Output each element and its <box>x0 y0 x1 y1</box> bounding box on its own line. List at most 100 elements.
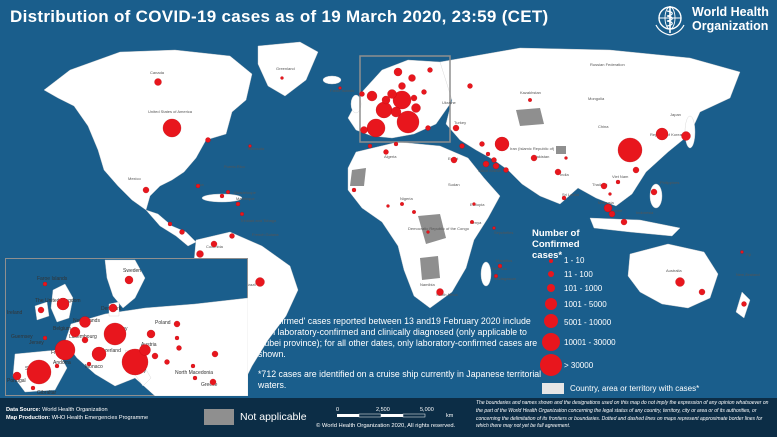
bubble-china <box>617 137 643 163</box>
scale-segment-3 <box>381 414 403 417</box>
angola-area <box>420 256 440 280</box>
inset-label-ireland: Ireland <box>7 310 23 316</box>
bubble-senegal <box>351 187 357 193</box>
bubble-vietnam <box>615 179 621 185</box>
inset-label-poland: Poland <box>155 320 171 326</box>
australia-shape <box>627 243 719 309</box>
inset-bubble-switzerland <box>91 346 107 362</box>
country-labels: Canada United States of America Russian … <box>128 62 760 345</box>
inset-label-belgium: Belgium <box>53 326 71 332</box>
legend-label: > 30000 <box>564 361 594 370</box>
bubble-ireland <box>359 91 365 97</box>
bubble-reunion <box>494 274 498 278</box>
inset-label-sweden: Sweden <box>123 268 141 274</box>
inset-label-austria: Austria <box>141 342 157 348</box>
inset-bubble-north-macedonia <box>192 375 198 381</box>
label-drc: Democratic Republic of the Congo <box>408 226 470 231</box>
inset-bubble-croatia <box>164 359 170 365</box>
bubble-india <box>554 168 562 176</box>
legend-dot <box>548 271 554 277</box>
legend-item: 11 - 100 <box>532 268 692 290</box>
label-madagascar: Madagascar <box>494 276 517 281</box>
inset-label-andorra: Andorra <box>53 360 71 366</box>
scale-unit: km <box>446 413 454 419</box>
inset-bubble-gibraltar <box>30 385 36 391</box>
europe-focus-rectangle <box>359 55 451 143</box>
legend-not-shown: Country, area or territory with cases* <box>542 383 762 395</box>
label-ethiopia: Ethiopia <box>470 202 485 207</box>
page-title: Distribution of COVID-19 cases as of 19 … <box>10 7 549 26</box>
inset-bubble-spain <box>26 359 52 385</box>
legend-item: 5001 - 10000 <box>532 314 692 336</box>
bubble-cameroon <box>412 210 416 214</box>
label-puerto-rico: Puerto Rico <box>224 164 246 169</box>
label-mauritius: Mauritius <box>496 258 512 263</box>
scale-segment-4 <box>402 413 426 418</box>
source-info: Data Source: World Health Organization M… <box>6 406 148 422</box>
label-fiji: Fiji <box>746 252 751 257</box>
label-sudan: Sudan <box>448 182 460 187</box>
label-ukraine: Ukraine <box>442 100 457 105</box>
inset-bubble-romania <box>211 350 219 358</box>
bubble-austria <box>411 103 421 113</box>
bubble-turkey <box>452 124 460 132</box>
kashmir-area <box>556 146 566 154</box>
bubble-saudi <box>482 160 490 168</box>
uk-shape <box>350 94 362 114</box>
bubble-mexico <box>142 186 150 194</box>
indonesia-shape <box>589 217 681 237</box>
label-saudi: Saudi Arabia <box>478 168 501 173</box>
data-source-line: Data Source: World Health Organization <box>6 406 148 414</box>
bubble-portugal <box>360 126 368 134</box>
bubble-kazakhstan <box>528 98 532 102</box>
bubble-canada <box>154 78 162 86</box>
world-map: Canada United States of America Russian … <box>43 41 760 395</box>
bubble-bermuda <box>248 144 252 148</box>
bubble-ghana <box>386 204 390 208</box>
label-bermuda: Bermuda <box>248 146 265 151</box>
label-trinidad: Trinidad and Tobago <box>240 218 277 223</box>
inset-bubble-belgium <box>69 326 81 338</box>
bubble-spain <box>366 118 386 138</box>
bubble-brazil <box>255 277 265 287</box>
bubble-philippines <box>650 188 658 196</box>
bubble-algeria <box>383 149 389 155</box>
inset-bubble-slovenia <box>151 352 159 360</box>
land-masses <box>43 41 751 395</box>
legend-dot <box>542 333 560 351</box>
label-greenland: Greenland <box>276 66 295 71</box>
inset-bubble-greece <box>209 378 217 386</box>
bubble-israel <box>459 143 465 149</box>
label-china: China <box>598 124 609 129</box>
bubble-belgium <box>381 95 391 105</box>
data-source: World Health Organization <box>42 407 108 413</box>
bubble-cuba <box>195 183 201 189</box>
inset-bubble-france <box>54 339 76 361</box>
inset-label-luxembourg: Luxembourg <box>69 334 97 340</box>
legend-item: > 30000 <box>532 354 692 376</box>
bubble-kuwait <box>485 151 491 157</box>
inset-bubble-denmark <box>108 303 118 313</box>
legend-label: 1001 - 5000 <box>564 300 607 309</box>
bubble-caribbean-2 <box>235 201 241 207</box>
bubble-nepal <box>564 156 568 160</box>
inset-bubble-poland <box>173 320 181 328</box>
bubble-denmark <box>398 82 406 90</box>
legend-dot <box>549 259 553 263</box>
case-bubbles <box>142 67 747 344</box>
inset-bubble-monaco <box>86 361 92 367</box>
legend-dot <box>544 314 558 328</box>
bubble-iran <box>494 136 510 152</box>
inset-label-jersey: Jersey <box>29 340 44 346</box>
bubble-cambodia <box>608 192 612 196</box>
inset-bubble-portugal <box>12 371 22 381</box>
label-faroe: Faroe Islands <box>330 88 354 93</box>
bubble-norway <box>393 67 403 77</box>
bubble-ecuador <box>196 250 204 258</box>
bubble-thailand <box>600 182 608 190</box>
legend-label: 11 - 100 <box>564 270 593 279</box>
scale-segment-1 <box>337 414 359 417</box>
bubble-malaysia <box>603 203 613 213</box>
label-thailand: Thailand <box>592 182 607 187</box>
